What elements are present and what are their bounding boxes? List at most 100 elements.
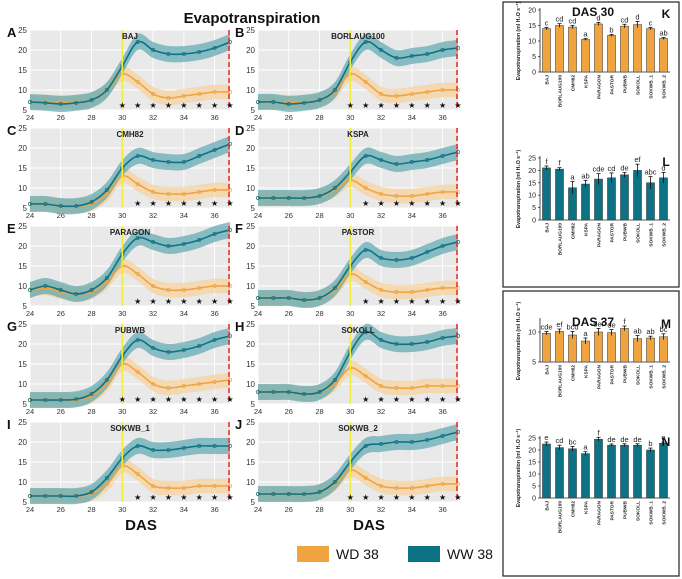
significance-star: ★	[424, 395, 431, 404]
significance-letter: ab	[659, 29, 667, 38]
bar	[568, 334, 577, 363]
data-point	[135, 235, 140, 241]
significance-letter: de	[607, 435, 615, 444]
data-point	[455, 285, 461, 291]
data-point	[378, 157, 384, 163]
y-axis-label: Evapotranspiration (ml H₂O s⁻¹)	[516, 301, 522, 380]
data-point	[378, 191, 384, 197]
data-point	[89, 287, 94, 293]
data-point	[363, 39, 368, 45]
data-point	[317, 193, 322, 199]
x-tick-label: 24	[254, 505, 262, 514]
data-point	[425, 51, 430, 57]
legend: WD 38 WW 38	[297, 546, 493, 562]
y-tick-label: 15	[18, 458, 27, 467]
data-point	[181, 191, 186, 197]
significance-letter: e	[544, 433, 548, 442]
data-point	[74, 203, 79, 209]
data-point	[227, 187, 233, 193]
bar	[659, 177, 668, 221]
data-point	[104, 191, 110, 197]
significance-star: ★	[408, 101, 415, 110]
x-tick-label: 26	[57, 113, 65, 122]
x-tick-label: 34	[408, 505, 416, 514]
data-point	[378, 383, 384, 389]
data-point	[43, 397, 48, 403]
significance-star: ★	[180, 297, 187, 306]
significance-star: ★	[362, 493, 369, 502]
significance-star: ★	[408, 297, 415, 306]
data-point	[135, 369, 140, 375]
data-point	[104, 481, 110, 487]
data-point	[89, 489, 94, 495]
bar	[594, 178, 603, 221]
data-point	[425, 157, 430, 163]
x-axis-label-right: DAS	[353, 517, 385, 534]
x-tick-label: 24	[254, 211, 262, 220]
x-tick-label: 32	[377, 211, 385, 220]
data-point	[425, 191, 430, 197]
data-point	[166, 191, 171, 197]
category-label: BORLAUG100	[558, 223, 564, 256]
y-tick-label: 0	[532, 496, 536, 503]
bar	[633, 170, 642, 221]
panel-letter: M	[661, 317, 671, 331]
data-point	[255, 389, 261, 395]
data-point	[302, 391, 307, 397]
x-tick-label: 28	[315, 505, 323, 514]
y-tick-label: 5	[23, 302, 28, 311]
y-tick-label: 25	[528, 436, 536, 443]
x-tick-label: 36	[438, 309, 446, 318]
data-point	[43, 201, 48, 207]
y-tick-label: 5	[23, 106, 28, 115]
y-tick-label: 20	[18, 46, 27, 55]
x-tick-label: 36	[210, 309, 218, 318]
significance-star: ★	[424, 199, 431, 208]
x-tick-label: 26	[57, 211, 65, 220]
x-tick-label: 28	[315, 407, 323, 416]
category-label: PASTOR	[610, 500, 616, 520]
data-point	[181, 445, 186, 451]
data-point	[89, 391, 94, 397]
bar	[620, 444, 629, 499]
data-point	[150, 483, 156, 489]
x-tick-label: 24	[254, 309, 262, 318]
data-point	[27, 201, 33, 207]
data-point	[317, 389, 322, 395]
data-point	[166, 385, 171, 391]
data-point	[332, 381, 338, 387]
category-label: CMH82	[571, 75, 577, 92]
data-point	[425, 383, 430, 389]
data-point	[363, 443, 368, 449]
y-tick-label: 10	[528, 39, 536, 46]
y-tick-label: 25	[246, 418, 255, 427]
data-point	[363, 373, 368, 379]
bar-panel-M: 5 10 cde BAJ ef BORLAUG100 bcd CMH82 a KSPA def PAR…	[516, 301, 671, 397]
data-point	[394, 341, 399, 347]
data-point	[197, 443, 202, 449]
y-tick-label: 25	[528, 156, 536, 163]
bar	[633, 338, 642, 363]
panel-letter: L	[662, 155, 669, 169]
significance-star: ★	[211, 493, 218, 502]
data-point	[197, 189, 202, 195]
data-point	[150, 239, 156, 245]
bar	[646, 337, 655, 363]
category-label: SOKWB_2	[662, 75, 668, 99]
x-tick-label: 24	[26, 211, 34, 220]
data-point	[150, 47, 156, 53]
data-point	[332, 479, 338, 485]
data-point	[197, 381, 202, 387]
y-tick-label: 5	[532, 360, 536, 367]
bar	[620, 25, 629, 73]
data-point	[104, 279, 110, 285]
category-label: SOKWB_1	[649, 501, 655, 525]
legend-label-ww: WW 38	[447, 546, 493, 562]
significance-star: ★	[226, 101, 233, 110]
x-tick-label: 32	[149, 407, 157, 416]
significance-star: ★	[454, 297, 461, 306]
panel-title: DAS 37	[572, 315, 614, 329]
data-point	[27, 493, 33, 499]
significance-star: ★	[362, 395, 369, 404]
significance-star: ★	[196, 199, 203, 208]
